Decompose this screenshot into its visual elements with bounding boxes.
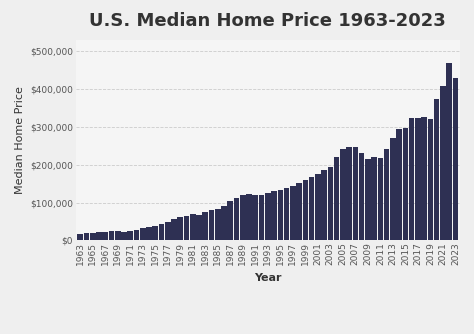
Bar	[253, 195, 258, 240]
Bar	[146, 227, 152, 240]
Bar	[409, 118, 414, 240]
Bar	[334, 157, 339, 240]
Bar	[240, 195, 246, 240]
Bar	[384, 150, 390, 240]
Bar	[290, 185, 296, 240]
Bar	[421, 118, 427, 240]
Bar	[396, 129, 402, 240]
Bar	[302, 180, 308, 240]
Bar	[159, 224, 164, 240]
Bar	[271, 191, 277, 240]
Bar	[190, 214, 196, 240]
Bar	[328, 167, 333, 240]
Bar	[171, 219, 177, 240]
Bar	[90, 233, 96, 240]
X-axis label: Year: Year	[254, 273, 282, 283]
Bar	[96, 232, 102, 240]
Bar	[77, 234, 83, 240]
Bar	[315, 174, 320, 240]
Bar	[259, 194, 264, 240]
Bar	[184, 216, 189, 240]
Bar	[402, 128, 408, 240]
Bar	[321, 170, 327, 240]
Bar	[284, 188, 290, 240]
Bar	[440, 86, 446, 240]
Bar	[359, 153, 365, 240]
Bar	[109, 231, 114, 240]
Bar	[371, 157, 377, 240]
Bar	[428, 119, 433, 240]
Bar	[246, 194, 252, 240]
Bar	[453, 77, 458, 240]
Bar	[296, 183, 302, 240]
Bar	[134, 230, 139, 240]
Bar	[277, 190, 283, 240]
Bar	[153, 226, 158, 240]
Title: U.S. Median Home Price 1963-2023: U.S. Median Home Price 1963-2023	[90, 12, 446, 30]
Bar	[140, 228, 146, 240]
Bar	[365, 159, 371, 240]
Bar	[434, 99, 439, 240]
Bar	[196, 215, 202, 240]
Bar	[234, 198, 239, 240]
Bar	[265, 193, 271, 240]
Y-axis label: Median Home Price: Median Home Price	[15, 87, 25, 194]
Bar	[115, 231, 120, 240]
Bar	[209, 210, 214, 240]
Bar	[447, 63, 452, 240]
Bar	[215, 209, 220, 240]
Bar	[309, 177, 314, 240]
Bar	[102, 232, 108, 240]
Bar	[202, 212, 208, 240]
Bar	[353, 147, 358, 240]
Bar	[165, 222, 171, 240]
Bar	[346, 147, 352, 240]
Bar	[121, 232, 127, 240]
Bar	[415, 118, 421, 240]
Bar	[221, 206, 227, 240]
Bar	[177, 217, 183, 240]
Bar	[340, 149, 346, 240]
Bar	[228, 201, 233, 240]
Bar	[128, 231, 133, 240]
Bar	[390, 138, 396, 240]
Bar	[378, 158, 383, 240]
Bar	[83, 233, 89, 240]
